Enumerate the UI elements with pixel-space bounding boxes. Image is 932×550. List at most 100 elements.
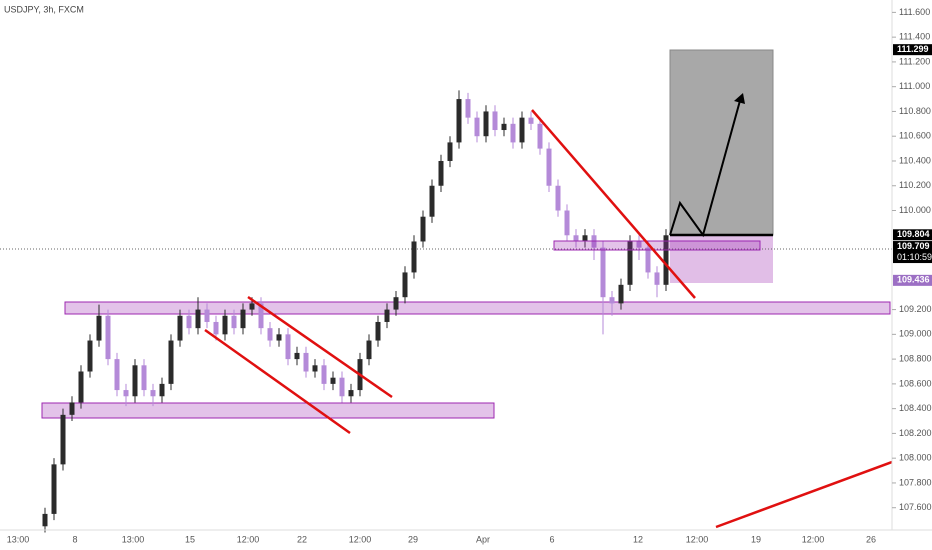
candle-body bbox=[258, 303, 264, 329]
candle-body bbox=[402, 272, 408, 298]
candle-body bbox=[384, 309, 390, 322]
zone bbox=[64, 301, 891, 315]
candle-body bbox=[645, 247, 651, 273]
candle-body bbox=[438, 160, 444, 186]
y-tick-label: 107.600 bbox=[899, 502, 932, 512]
x-tick-label: Apr bbox=[476, 534, 490, 544]
candle-body bbox=[87, 340, 93, 372]
x-tick-label: 15 bbox=[185, 534, 195, 544]
x-tick-label: 12:00 bbox=[237, 534, 260, 544]
candle-body bbox=[546, 148, 552, 186]
candle-body bbox=[420, 216, 426, 242]
x-tick-label: 8 bbox=[72, 534, 77, 544]
candle-body bbox=[60, 414, 66, 465]
stop-box bbox=[670, 235, 773, 283]
candle-body bbox=[456, 99, 462, 143]
candle-body bbox=[240, 309, 246, 329]
candle-body bbox=[600, 247, 606, 298]
price-label: 109.804 bbox=[897, 229, 930, 239]
trend-line bbox=[531, 109, 696, 299]
candle-body bbox=[663, 235, 669, 285]
candle-body bbox=[474, 117, 480, 137]
price-label: 109.709 bbox=[897, 241, 930, 251]
zone bbox=[553, 240, 761, 251]
candle-body bbox=[168, 340, 174, 384]
y-tick-label: 108.600 bbox=[899, 378, 932, 388]
candle-body bbox=[321, 365, 327, 384]
candle-body bbox=[483, 111, 489, 137]
arrow-head bbox=[734, 93, 745, 104]
y-tick-label: 109.200 bbox=[899, 304, 932, 314]
y-tick-label: 111.600 bbox=[899, 7, 930, 17]
candle-body bbox=[564, 210, 570, 236]
candle-body bbox=[393, 297, 399, 310]
candle-body bbox=[105, 315, 111, 360]
candle-body bbox=[528, 117, 534, 124]
price-label-bg bbox=[893, 274, 932, 286]
candle-body bbox=[96, 315, 102, 341]
candle-body bbox=[519, 117, 525, 143]
y-tick-label: 111.000 bbox=[899, 81, 930, 91]
price-label-bg bbox=[893, 229, 932, 241]
candle-body bbox=[177, 315, 183, 341]
candle-body bbox=[123, 390, 129, 397]
x-tick-label: 26 bbox=[866, 534, 876, 544]
x-tick-label: 29 bbox=[408, 534, 418, 544]
y-tick-label: 110.200 bbox=[899, 180, 931, 190]
candle-body bbox=[447, 142, 453, 161]
x-tick-label: 22 bbox=[297, 534, 307, 544]
candle-body bbox=[141, 365, 147, 391]
candle-body bbox=[555, 185, 561, 211]
y-tick-label: 110.800 bbox=[899, 106, 931, 116]
candle-body bbox=[375, 321, 381, 341]
candle-body bbox=[114, 359, 120, 391]
candle-body bbox=[366, 340, 372, 360]
candle-body bbox=[150, 390, 156, 397]
candle-body bbox=[78, 371, 84, 403]
y-tick-label: 108.200 bbox=[899, 428, 932, 438]
x-tick-label: 12:00 bbox=[349, 534, 372, 544]
y-tick-label: 108.400 bbox=[899, 403, 932, 413]
candle-body bbox=[348, 390, 354, 397]
price-label-bg bbox=[893, 241, 932, 264]
candle-body bbox=[303, 352, 309, 372]
x-tick-label: 12:00 bbox=[686, 534, 709, 544]
candle-body bbox=[312, 365, 318, 372]
x-tick-label: 13:00 bbox=[122, 534, 145, 544]
candle-body bbox=[294, 352, 300, 360]
candle-body bbox=[636, 241, 642, 248]
target-box bbox=[669, 49, 774, 236]
countdown: 01:10:59 bbox=[897, 252, 932, 262]
candle-body bbox=[618, 284, 624, 304]
y-tick-label: 110.600 bbox=[899, 131, 931, 141]
zone bbox=[41, 402, 495, 419]
candle-body bbox=[537, 123, 543, 149]
y-tick-label: 110.000 bbox=[899, 205, 931, 215]
candle-body bbox=[267, 328, 273, 341]
candle-body bbox=[654, 272, 660, 285]
candle-body bbox=[51, 464, 57, 514]
x-tick-label: 12 bbox=[633, 534, 643, 544]
price-label: 109.436 bbox=[897, 275, 930, 285]
price-label: 111.299 bbox=[897, 44, 929, 54]
candle-body bbox=[627, 241, 633, 285]
x-tick-label: 6 bbox=[549, 534, 554, 544]
candle-body bbox=[195, 309, 201, 329]
candle-body bbox=[582, 235, 588, 242]
trend-line bbox=[204, 328, 351, 435]
candle-body bbox=[429, 185, 435, 217]
x-tick-label: 19 bbox=[751, 534, 761, 544]
candle-body bbox=[159, 383, 165, 397]
candle-body bbox=[132, 365, 138, 397]
y-tick-label: 108.800 bbox=[899, 353, 932, 363]
candle-body bbox=[510, 123, 516, 143]
candle-body bbox=[213, 321, 219, 335]
trend-line bbox=[715, 460, 893, 529]
y-tick-label: 111.200 bbox=[899, 56, 930, 66]
chart-title: USDJPY, 3h, FXCM bbox=[4, 4, 84, 14]
candle-body bbox=[492, 111, 498, 131]
candle-body bbox=[186, 315, 192, 329]
candle-body bbox=[42, 513, 48, 527]
candle-body bbox=[276, 334, 282, 341]
